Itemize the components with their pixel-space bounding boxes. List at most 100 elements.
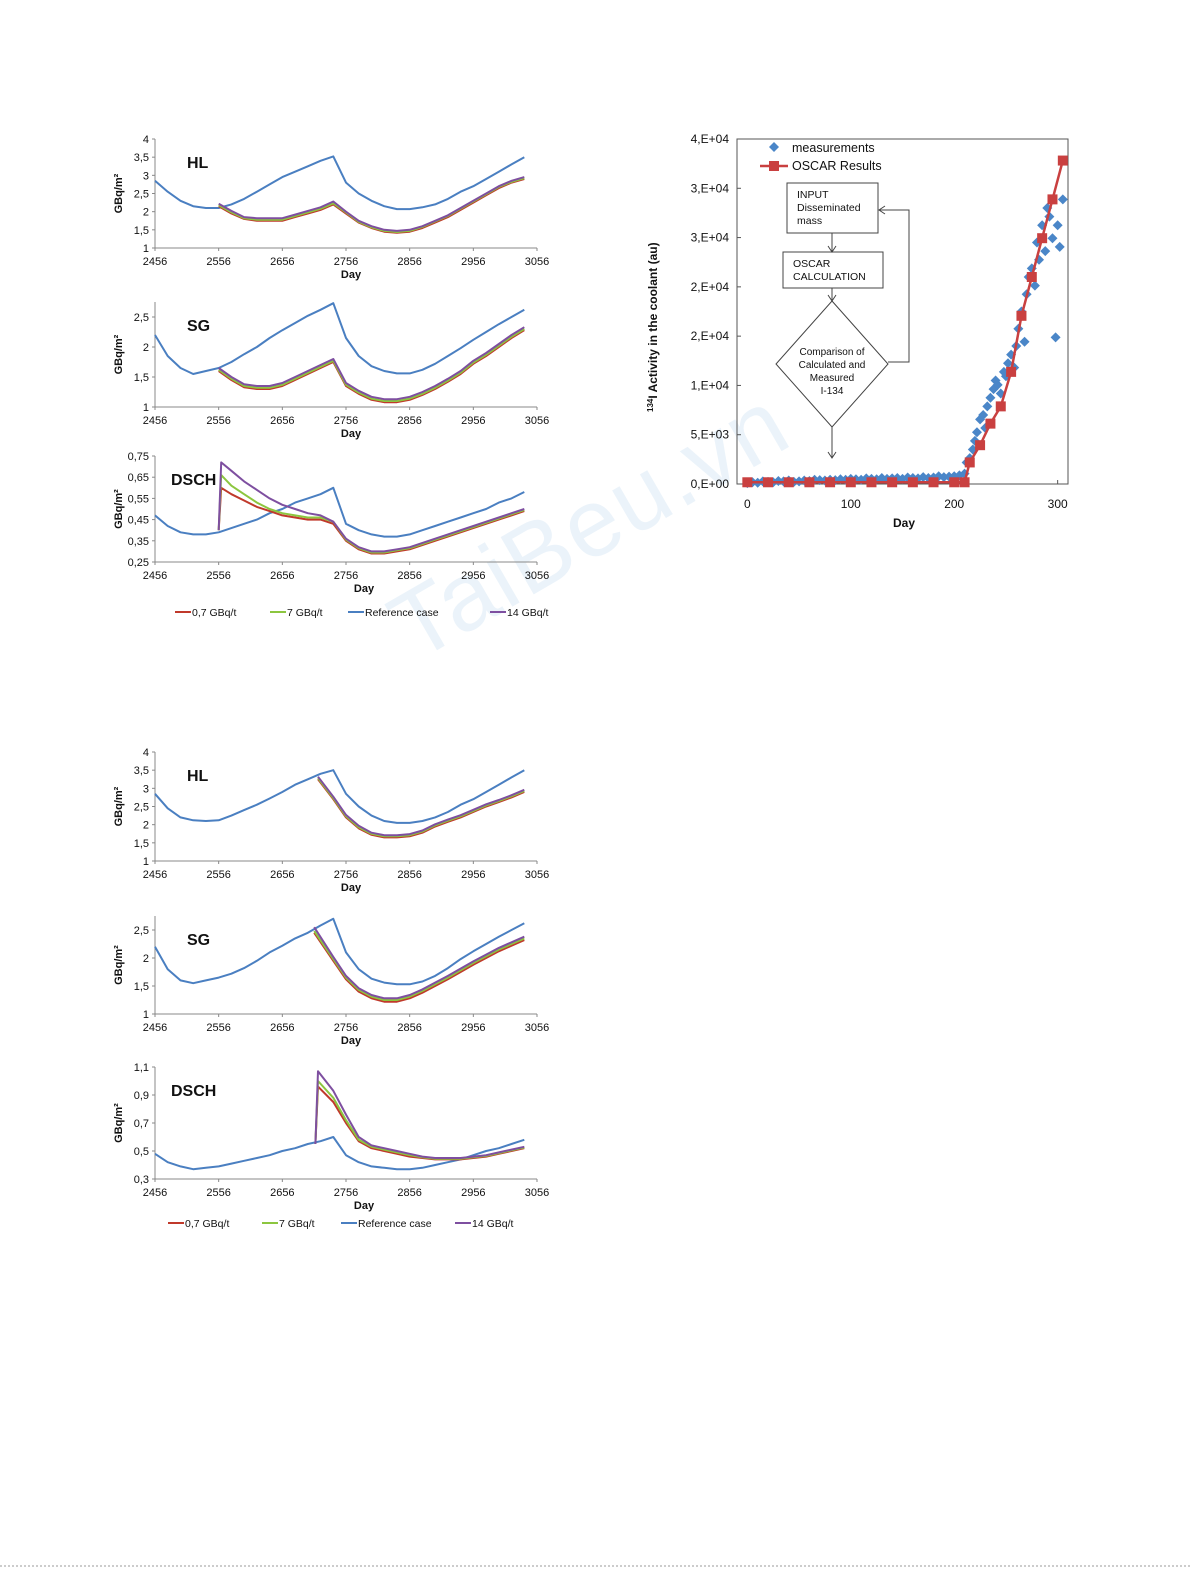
y-tick-label: 1,5 <box>134 372 149 384</box>
x-axis-label: Day <box>354 583 375 595</box>
oscar-point <box>907 477 918 488</box>
y-tick-label: 2,E+04 <box>691 329 730 343</box>
measurement-point <box>985 392 996 403</box>
y-axis-label: GBq/m² <box>113 334 125 374</box>
x-axis-label: Day <box>341 882 362 894</box>
flowchart-text: mass <box>797 215 822 227</box>
series-line <box>317 776 525 837</box>
x-tick-label: 2756 <box>334 570 358 582</box>
flowchart-text: Measured <box>810 373 854 384</box>
legend-label: 0,7 GBq/t <box>192 607 236 619</box>
chart-title: DSCH <box>171 472 216 489</box>
y-tick-label: 0,9 <box>134 1090 149 1102</box>
x-tick-label: 2656 <box>270 1187 294 1199</box>
measurement-point <box>1019 336 1030 347</box>
oscar-point <box>964 457 975 468</box>
y-tick-label: 4 <box>143 747 149 759</box>
y-tick-label: 3 <box>143 170 149 182</box>
x-axis-label: Day <box>341 1035 362 1047</box>
y-tick-label: 2 <box>143 207 149 219</box>
x-tick-label: 2556 <box>206 256 230 268</box>
y-tick-label: 1,5 <box>134 838 149 850</box>
y-tick-label: 0,75 <box>128 451 149 463</box>
y-axis-label-main: I Activity in the coolant (au) <box>646 242 660 398</box>
y-tick-label: 0,65 <box>128 472 149 484</box>
flowchart-text: I-134 <box>821 386 844 397</box>
y-axis-label: GBq/m² <box>113 173 125 213</box>
x-axis-label: Day <box>341 428 362 440</box>
x-tick-label: 2856 <box>397 869 421 881</box>
x-tick-label: 3056 <box>525 869 549 881</box>
scatter-legend: measurements OSCAR Results <box>760 141 882 173</box>
series-line <box>317 777 525 838</box>
measurement-point <box>1047 233 1058 244</box>
x-tick-label: 2956 <box>461 1187 485 1199</box>
line-chart-1: 1 1,5 2 2,5 3 3,5 4 2456 2556 2656 2756 2856 2956 305… <box>113 134 549 281</box>
y-tick-label: 2,5 <box>134 312 149 324</box>
line-chart-6: 0,3 0,5 0,7 0,9 1,1 2456 2556 2656 2756 2856 2956 3… <box>113 1062 549 1212</box>
series-line <box>154 1136 525 1171</box>
series-line <box>217 461 525 553</box>
flowchart-feedback-arrow <box>879 209 910 363</box>
x-tick-label: 3056 <box>525 1022 549 1034</box>
y-tick-label: 0,35 <box>128 536 149 548</box>
series-line <box>154 155 525 211</box>
series-line <box>313 930 525 1001</box>
x-tick-label: 300 <box>1048 497 1068 511</box>
y-tick-label: 0,5 <box>134 1146 149 1158</box>
y-tick-label: 2 <box>143 820 149 832</box>
y-tick-label: 3,E+04 <box>691 181 730 195</box>
y-tick-label: 1,E+04 <box>691 378 730 392</box>
x-tick-label: 2456 <box>143 1187 167 1199</box>
series-line <box>154 486 525 538</box>
x-tick-label: 2456 <box>143 570 167 582</box>
x-tick-label: 2956 <box>461 1022 485 1034</box>
oscar-point <box>949 477 960 488</box>
legend-label: 14 GBq/t <box>507 607 549 619</box>
y-tick-label: 0,55 <box>128 493 149 505</box>
oscar-point <box>866 477 877 488</box>
x-tick-label: 2856 <box>397 570 421 582</box>
measurement-point <box>971 427 982 438</box>
y-tick-label: 2,5 <box>134 925 149 937</box>
series-line <box>314 1080 525 1160</box>
x-tick-label: 0 <box>744 497 751 511</box>
x-tick-label: 2656 <box>270 1022 294 1034</box>
series-line <box>217 474 525 554</box>
oscar-point <box>959 477 970 488</box>
chart-title: DSCH <box>171 1083 216 1100</box>
series-line <box>154 769 525 824</box>
x-tick-label: 2956 <box>461 415 485 427</box>
flowchart-text: Calculated and <box>799 360 866 371</box>
x-tick-label: 2956 <box>461 570 485 582</box>
flowchart-calc-box <box>782 251 884 289</box>
oscar-point <box>1006 366 1017 377</box>
oscar-point <box>742 477 753 488</box>
y-tick-label: 3,5 <box>134 152 149 164</box>
line-chart-5: 1 1,5 2 2,5 2456 2556 2656 2756 2856 2956 3056 Day G… <box>113 916 549 1047</box>
y-axis-label-sup: 134 <box>646 398 655 412</box>
y-tick-label: 1,5 <box>134 225 149 237</box>
flowchart-input-box <box>786 182 879 234</box>
chart-title: SG <box>187 932 210 949</box>
y-axis-label: 134I Activity in the coolant (au) <box>646 242 660 412</box>
series-line <box>154 917 525 986</box>
x-tick-label: 2756 <box>334 415 358 427</box>
y-tick-label: 0,3 <box>134 1174 149 1186</box>
y-tick-label: 1,1 <box>134 1062 149 1074</box>
y-tick-label: 0,25 <box>128 557 149 569</box>
x-axis-label: Day <box>341 269 362 281</box>
scatter-chart: 0,E+00 5,E+03 1,E+04 2,E+04 2,E+04 3,E+04 3,E+… <box>646 132 1069 530</box>
x-tick-label: 2656 <box>270 256 294 268</box>
x-tick-label: 3056 <box>525 415 549 427</box>
x-tick-label: 2956 <box>461 869 485 881</box>
series-line <box>313 926 525 1000</box>
y-tick-label: 5,E+03 <box>691 428 730 442</box>
y-axis-label: GBq/m² <box>113 945 125 985</box>
oscar-point <box>1047 194 1058 205</box>
series-line <box>217 486 525 555</box>
measurement-point <box>978 410 989 420</box>
oscar-point <box>887 477 898 488</box>
flowchart-arrowhead <box>827 451 837 459</box>
